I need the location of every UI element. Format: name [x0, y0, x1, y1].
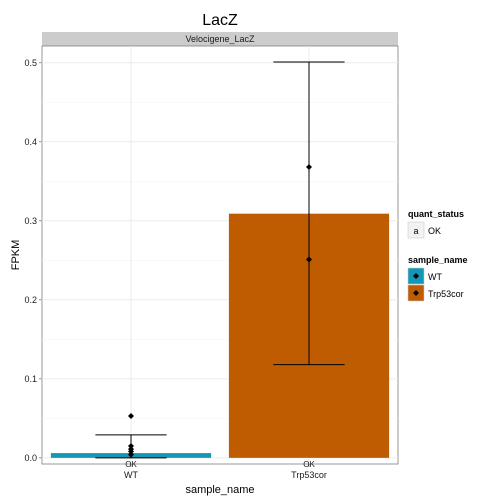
- x-axis-title: sample_name: [185, 484, 254, 496]
- facet-strip-label: Velocigene_LacZ: [185, 34, 255, 44]
- legend-label-wt: WT: [428, 272, 442, 282]
- x-tick-label: Trp53cor: [291, 470, 327, 480]
- quant-status-labels: OK OK: [125, 460, 315, 469]
- quant-status-label: OK: [125, 460, 137, 469]
- y-tick-label: 0.1: [24, 374, 37, 384]
- legend-key-symbol: a: [413, 226, 418, 236]
- point-wt: [128, 442, 134, 449]
- x-tick-label: WT: [124, 470, 138, 480]
- error-bars: [95, 61, 345, 459]
- legend-point-wt: [413, 273, 419, 279]
- point-wt: [128, 451, 134, 458]
- legend-label-ok: OK: [428, 226, 441, 236]
- legend-title-quant-status: quant_status: [408, 209, 464, 219]
- legend-title-sample-name: sample_name: [408, 255, 468, 265]
- quant-status-label: OK: [303, 460, 315, 469]
- point-trp53cor: [306, 164, 312, 171]
- point-wt: [128, 448, 134, 455]
- y-tick-label: 0.2: [24, 295, 37, 305]
- y-axis-title: FPKM: [10, 240, 22, 271]
- legend: quant_status a OK sample_name WT Trp53co…: [407, 209, 468, 302]
- facet-strip: [42, 32, 398, 46]
- y-tick-label: 0.0: [24, 453, 37, 463]
- x-axis: WT Trp53cor: [124, 464, 327, 480]
- y-tick-label: 0.5: [24, 58, 37, 68]
- chart-title: LacZ: [202, 12, 238, 29]
- error-bar-trp53cor: [273, 61, 345, 366]
- legend-point-trp53cor: [413, 290, 419, 296]
- y-tick-label: 0.4: [24, 137, 37, 147]
- y-axis: 0.0 0.1 0.2 0.3 0.4 0.5: [24, 58, 42, 463]
- legend-label-trp53cor: Trp53cor: [428, 289, 464, 299]
- legend-key-quant-status: [407, 221, 425, 239]
- y-tick-label: 0.3: [24, 216, 37, 226]
- data-points: [128, 164, 312, 458]
- point-wt: [128, 412, 134, 419]
- point-trp53cor: [306, 256, 312, 263]
